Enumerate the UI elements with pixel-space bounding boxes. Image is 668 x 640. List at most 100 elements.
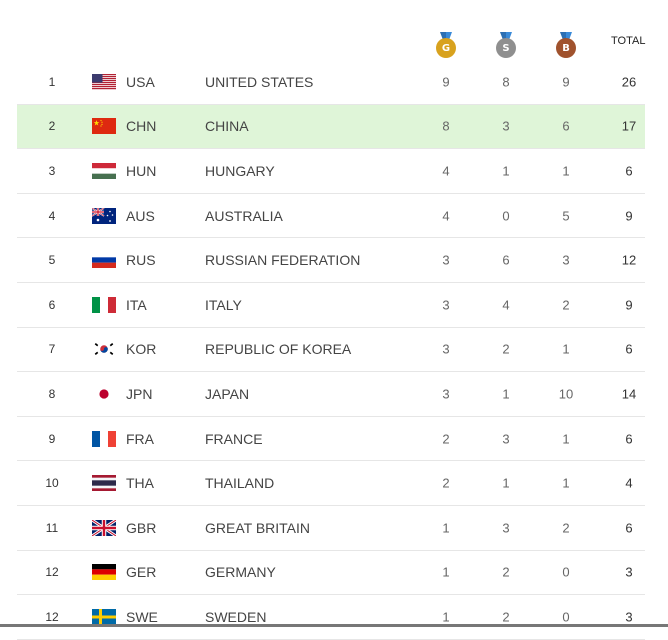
rank-cell: 12 (45, 609, 59, 624)
total-count-cell: 12 (621, 252, 637, 268)
bronze-count-cell: 9 (562, 74, 570, 90)
chn-flag-icon (92, 118, 116, 135)
country-code-cell: GBR (126, 519, 157, 536)
country-name-cell: RUSSIAN FEDERATION (205, 252, 361, 269)
total-count-cell: 14 (621, 386, 637, 402)
rank-cell: 6 (48, 297, 56, 312)
table-row[interactable]: 8 JPN JAPAN 3 1 10 14 (17, 372, 645, 417)
silver-count-cell: 3 (502, 118, 510, 134)
silver-count-cell: 4 (502, 297, 510, 313)
country-name-cell: CHINA (205, 118, 249, 135)
usa-flag-icon (92, 73, 116, 90)
country-name-cell: GERMANY (205, 564, 276, 581)
silver-count-cell: 3 (502, 431, 510, 447)
country-name-cell: REPUBLIC OF KOREA (205, 341, 352, 358)
bronze-count-cell: 1 (562, 431, 570, 447)
country-name-cell: SWEDEN (205, 608, 267, 625)
total-count-cell: 3 (625, 609, 633, 625)
total-count-cell: 6 (625, 163, 633, 179)
silver-count-cell: 6 (502, 252, 510, 268)
bronze-count-cell: 6 (562, 118, 570, 134)
table-row[interactable]: 4 AUS AUSTRALIA 4 0 5 9 (17, 194, 645, 239)
bronze-count-cell: 1 (562, 163, 570, 179)
kor-flag-icon (92, 341, 116, 358)
table-row[interactable]: 1 USA UNITED STATES 9 8 9 26 (17, 60, 645, 105)
total-count-cell: 6 (625, 341, 633, 357)
table-row[interactable]: 10 THA THAILAND 2 1 1 4 (17, 461, 645, 506)
gold-count-cell: 3 (442, 297, 450, 313)
total-count-cell: 26 (621, 74, 637, 90)
bronze-count-cell: 0 (562, 564, 570, 580)
medal-table-body: 1 USA UNITED STATES 9 8 9 26 2 CHN CHINA 8 3 6 17 3 HUN… (17, 60, 645, 640)
silver-count-cell: 2 (502, 609, 510, 625)
total-count-cell: 6 (625, 431, 633, 447)
country-code-cell: SWE (126, 608, 158, 625)
silver-count-cell: 2 (502, 564, 510, 580)
silver-count-cell: 1 (502, 386, 510, 402)
ita-flag-icon (92, 296, 116, 313)
aus-flag-icon (92, 207, 116, 224)
bronze-count-cell: 2 (562, 520, 570, 536)
swe-flag-icon (92, 608, 116, 625)
country-name-cell: FRANCE (205, 430, 263, 447)
table-row[interactable]: 7 KOR REPUBLIC OF KOREA 3 2 1 6 (17, 328, 645, 373)
silver-count-cell: 0 (502, 208, 510, 224)
total-count-cell: 4 (625, 475, 633, 491)
country-code-cell: THA (126, 475, 154, 492)
rank-cell: 11 (45, 520, 59, 535)
rank-cell: 3 (48, 163, 56, 178)
gold-count-cell: 3 (442, 252, 450, 268)
silver-count-cell: 2 (502, 341, 510, 357)
rank-cell: 8 (48, 386, 56, 401)
total-column-header: TOTAL (611, 35, 646, 47)
country-code-cell: ITA (126, 296, 147, 313)
table-row[interactable]: 5 RUS RUSSIAN FEDERATION 3 6 3 12 (17, 238, 645, 283)
gold-count-cell: 3 (442, 341, 450, 357)
rank-cell: 7 (48, 342, 56, 357)
table-row[interactable]: 12 SWE SWEDEN 1 2 0 3 (17, 595, 645, 640)
gold-count-cell: 4 (442, 208, 450, 224)
medal-table-header: G S B TOTAL (17, 0, 645, 60)
ger-flag-icon (92, 564, 116, 581)
silver-count-cell: 3 (502, 520, 510, 536)
gold-count-cell: 8 (442, 118, 450, 134)
table-row[interactable]: 11 GBR GREAT BRITAIN 1 3 2 6 (17, 506, 645, 551)
rank-cell: 9 (48, 431, 56, 446)
bottom-scroll-edge (0, 624, 668, 627)
gold-count-cell: 1 (442, 520, 450, 536)
country-code-cell: RUS (126, 252, 156, 269)
silver-count-cell: 8 (502, 74, 510, 90)
country-code-cell: JPN (126, 385, 153, 402)
country-name-cell: HUNGARY (205, 162, 275, 179)
table-row[interactable]: 12 GER GERMANY 1 2 0 3 (17, 551, 645, 596)
table-row[interactable]: 3 HUN HUNGARY 4 1 1 6 (17, 149, 645, 194)
country-code-cell: AUS (126, 207, 155, 224)
gold-count-cell: 4 (442, 163, 450, 179)
table-row[interactable]: 6 ITA ITALY 3 4 2 9 (17, 283, 645, 328)
total-count-cell: 17 (621, 118, 637, 134)
total-count-cell: 9 (625, 297, 633, 313)
gold-medal-icon: G (435, 32, 457, 60)
rus-flag-icon (92, 252, 116, 269)
hun-flag-icon (92, 162, 116, 179)
gold-count-cell: 2 (442, 431, 450, 447)
country-name-cell: ITALY (205, 296, 242, 313)
gold-count-cell: 1 (442, 564, 450, 580)
table-row[interactable]: 2 CHN CHINA 8 3 6 17 (17, 104, 645, 150)
bronze-count-cell: 2 (562, 297, 570, 313)
bronze-count-cell: 10 (558, 386, 574, 402)
rank-cell: 12 (45, 565, 59, 580)
gold-count-cell: 2 (442, 475, 450, 491)
country-name-cell: AUSTRALIA (205, 207, 283, 224)
table-row[interactable]: 9 FRA FRANCE 2 3 1 6 (17, 417, 645, 462)
tha-flag-icon (92, 475, 116, 492)
country-code-cell: FRA (126, 430, 154, 447)
rank-cell: 4 (48, 208, 56, 223)
total-count-cell: 9 (625, 208, 633, 224)
bronze-count-cell: 5 (562, 208, 570, 224)
country-code-cell: CHN (126, 118, 157, 135)
gold-count-cell: 3 (442, 386, 450, 402)
country-code-cell: USA (126, 73, 155, 90)
total-count-cell: 6 (625, 520, 633, 536)
gold-count-cell: 9 (442, 74, 450, 90)
